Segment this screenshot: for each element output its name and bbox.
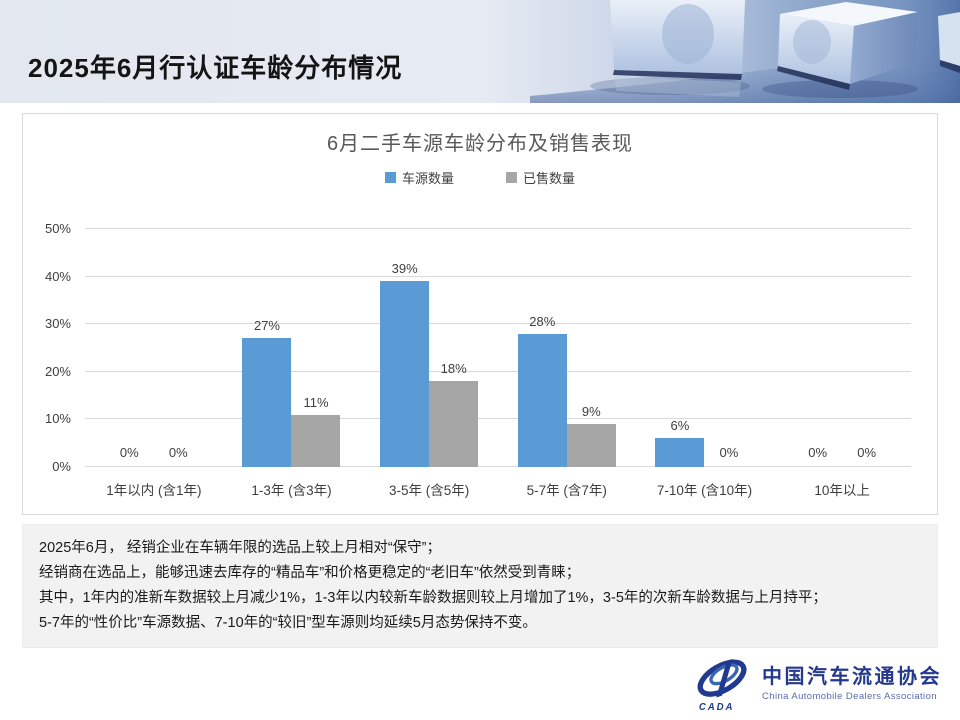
bar-value-label: 28%: [529, 313, 556, 329]
header-cubes-illustration: [530, 0, 960, 103]
gridline: [85, 418, 911, 420]
bar-group: 6% 0%: [636, 229, 774, 467]
y-axis: 0% 10% 20% 30% 40% 50%: [33, 221, 83, 474]
legend-item: 车源数量: [384, 170, 454, 186]
cada-logo-text: CADA: [699, 702, 735, 712]
bar-group: 27% 11%: [223, 229, 361, 467]
bar-slot: 27%: [242, 229, 292, 467]
plot-area: 0% 0% 27% 11% 39% 18% 28% 9% 6% 0% 0% 0%: [85, 228, 911, 467]
y-tick-label: 20%: [44, 363, 71, 379]
bar-value-label: 0%: [719, 445, 739, 460]
footer-brand: CADA 中国汽车流通协会 China Automobile Dealers A…: [692, 654, 942, 712]
summary-line: 其中，1年内的准新车数据较上月减少1%，1-3年以内较新车龄数据则较上月增加了1…: [39, 590, 827, 606]
plot-wrap: 0% 10% 20% 30% 40% 50% 0% 0% 27% 11% 39% 18% 28% 9% 6…: [33, 221, 911, 474]
cada-logo-icon: CADA: [697, 658, 747, 712]
logo-name-chinese: 中国汽车流通协会: [762, 665, 942, 688]
bar-slot: 0%: [704, 229, 753, 467]
bar-value-label: 0%: [857, 445, 877, 460]
bar-value-label: 27%: [253, 318, 280, 334]
summary-line: 5-7年的“性价比”车源数据、7-10年的“较旧”型车源则均延续5月态势保持不变…: [39, 615, 537, 631]
bar-slot: 0%: [793, 229, 842, 467]
page-title: 2025年6月行认证车龄分布情况: [28, 53, 403, 83]
y-tick-label: 40%: [44, 268, 71, 284]
bar-value-label: 9%: [581, 404, 601, 420]
bar-group: 39% 18%: [360, 229, 498, 467]
x-tick-label: 5-7年 (含7年): [526, 483, 607, 498]
bar-slot: 28%: [517, 229, 567, 467]
chart-legend: 车源数量 已售数量: [23, 170, 937, 186]
bar: [517, 333, 567, 467]
gridline: [85, 228, 911, 229]
bar: [380, 281, 430, 467]
bar: [566, 424, 616, 467]
legend-label: 车源数量: [401, 171, 454, 186]
bar: [429, 381, 479, 467]
bar-slot: 11%: [291, 229, 341, 467]
bar-slot: 6%: [655, 229, 705, 467]
bar-value-label: 11%: [303, 394, 329, 410]
y-tick-label: 50%: [44, 221, 71, 236]
bar-value-label: 39%: [391, 261, 418, 277]
gridline: [85, 370, 911, 372]
chart-panel: 6月二手车源车龄分布及销售表现 车源数量 已售数量 0% 10% 20% 30% 40% 5…: [22, 113, 938, 515]
bar-value-label: 0%: [119, 445, 139, 460]
x-tick-label: 7-10年 (含10年): [656, 483, 753, 498]
x-tick-label: 1年以内 (含1年): [106, 483, 202, 498]
bar: [291, 414, 341, 467]
bar-slot: 18%: [429, 229, 479, 467]
bar-slot: 0%: [154, 229, 203, 467]
chart-title: 6月二手车源车龄分布及销售表现: [326, 133, 634, 155]
bar-value-label: 18%: [440, 361, 467, 377]
bar: [655, 438, 705, 467]
bar-value-label: 6%: [670, 418, 690, 434]
y-tick-label: 10%: [44, 411, 71, 427]
x-tick-label: 1-3年 (含3年): [251, 483, 332, 498]
bar-value-label: 0%: [168, 445, 188, 460]
logo-name-english: China Automobile Dealers Association: [762, 690, 937, 702]
x-axis: 1年以内 (含1年) 1-3年 (含3年) 3-5年 (含5年) 5-7年 (含7年)…: [85, 467, 911, 499]
summary-panel: 2025年6月， 经销企业在车辆年限的选品上较上月相对“保守”； 经销商在选品上，…: [22, 524, 938, 648]
summary-line: 2025年6月， 经销企业在车辆年限的选品上较上月相对“保守”；: [39, 540, 442, 556]
bar: [242, 338, 292, 467]
bar-slot: 39%: [380, 229, 430, 467]
bar-slot: 9%: [566, 229, 616, 467]
legend-item: 已售数量: [506, 170, 576, 186]
bar-group: 0% 0%: [773, 229, 911, 467]
summary-line: 经销商在选品上，能够迅速去库存的“精品车”和价格更稳定的“老旧车”依然受到青睐；: [39, 565, 581, 581]
page-header: 2025年6月行认证车龄分布情况: [0, 0, 960, 103]
legend-swatch-icon: [384, 172, 396, 183]
gridline: [85, 323, 911, 325]
bar-value-label: 0%: [808, 445, 828, 460]
bar-group: 0% 0%: [85, 229, 223, 467]
x-tick-label: 10年以上: [814, 483, 870, 498]
bar-group: 28% 9%: [498, 229, 636, 467]
gridline: [85, 466, 911, 467]
gridline: [85, 275, 911, 277]
logo-text: 中国汽车流通协会 China Automobile Dealers Associ…: [762, 665, 942, 702]
legend-swatch-icon: [506, 172, 517, 183]
bar-slot: 0%: [842, 229, 891, 467]
y-tick-label: 30%: [44, 316, 71, 332]
y-tick-label: 0%: [52, 459, 71, 474]
legend-label: 已售数量: [523, 171, 576, 186]
bar-slot: 0%: [105, 229, 154, 467]
x-tick-label: 3-5年 (含5年): [389, 483, 470, 498]
